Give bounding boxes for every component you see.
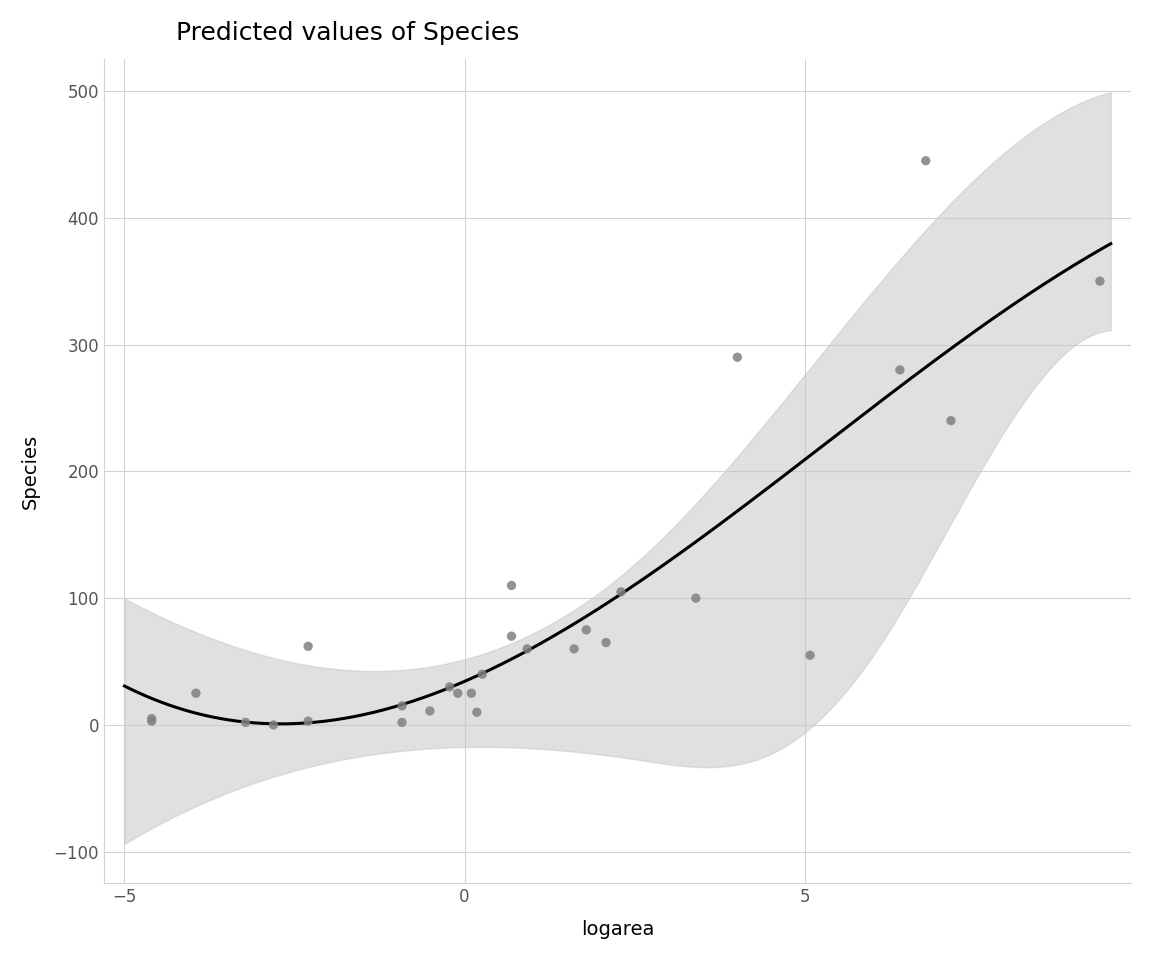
- Point: [612, 584, 630, 599]
- Point: [941, 413, 960, 428]
- Point: [801, 647, 819, 662]
- Point: [564, 641, 583, 657]
- Point: [236, 714, 255, 730]
- Point: [502, 578, 521, 593]
- Point: [143, 713, 161, 729]
- Point: [393, 698, 411, 713]
- X-axis label: logarea: logarea: [581, 921, 654, 939]
- Text: Predicted values of Species: Predicted values of Species: [176, 21, 520, 45]
- Point: [518, 641, 537, 657]
- Point: [420, 704, 439, 719]
- Point: [917, 153, 935, 168]
- Point: [502, 629, 521, 644]
- Point: [597, 635, 615, 650]
- Y-axis label: Species: Species: [21, 434, 40, 509]
- Point: [468, 705, 486, 720]
- Point: [687, 590, 705, 606]
- Point: [440, 680, 458, 695]
- Point: [462, 685, 480, 701]
- Point: [1091, 274, 1109, 289]
- Point: [264, 717, 282, 732]
- Point: [473, 666, 492, 682]
- Point: [577, 622, 596, 637]
- Point: [890, 362, 909, 377]
- Point: [393, 714, 411, 730]
- Point: [728, 349, 746, 365]
- Point: [298, 638, 317, 654]
- Point: [298, 713, 317, 729]
- Point: [187, 685, 205, 701]
- Point: [448, 685, 467, 701]
- Point: [143, 711, 161, 727]
